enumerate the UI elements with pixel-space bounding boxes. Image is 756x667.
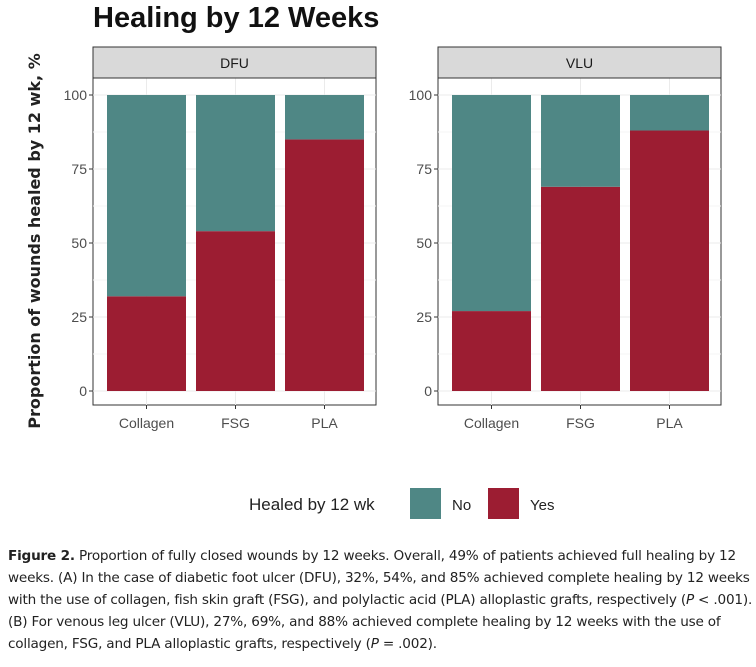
figure-caption: Figure 2. Proportion of fully closed wou… bbox=[8, 545, 753, 655]
y-tick-label: 0 bbox=[424, 383, 432, 399]
facet-label: DFU bbox=[220, 55, 249, 71]
bar-yes-collagen bbox=[452, 311, 531, 391]
bar-no-collagen bbox=[107, 95, 186, 297]
bar-no-collagen bbox=[452, 95, 531, 312]
legend-label: Yes bbox=[530, 497, 554, 514]
chart-title: Healing by 12 Weeks bbox=[93, 2, 380, 34]
caption-label: Figure 2. bbox=[8, 548, 75, 564]
y-tick-label: 100 bbox=[409, 87, 433, 103]
facet-strip bbox=[437, 46, 722, 79]
y-tick-label: 100 bbox=[64, 87, 88, 103]
facet-strip bbox=[92, 46, 377, 79]
y-tick-label: 25 bbox=[416, 309, 432, 325]
caption-segment: < .001). (B) For venous leg ulcer (VLU),… bbox=[8, 592, 753, 652]
bar-no-fsg bbox=[196, 95, 275, 232]
x-tick-label: Collagen bbox=[119, 415, 174, 431]
y-tick-label: 50 bbox=[416, 235, 432, 251]
bar-no-fsg bbox=[541, 95, 620, 187]
caption-segment: Proportion of fully closed wounds by 12 … bbox=[8, 548, 750, 608]
y-tick-label: 25 bbox=[71, 309, 87, 325]
bar-yes-collagen bbox=[107, 296, 186, 391]
y-axis-title: Proportion of wounds healed by 12 wk, % bbox=[25, 53, 44, 428]
y-tick-label: 75 bbox=[416, 161, 432, 177]
bar-yes-pla bbox=[285, 139, 364, 391]
x-tick-label: Collagen bbox=[464, 415, 519, 431]
x-tick-label: PLA bbox=[656, 415, 683, 431]
x-tick-label: FSG bbox=[566, 415, 595, 431]
y-tick-label: 50 bbox=[71, 235, 87, 251]
caption-segment: P bbox=[685, 592, 694, 608]
caption-segment: P bbox=[370, 636, 379, 652]
bar-yes-fsg bbox=[541, 186, 620, 391]
bar-yes-fsg bbox=[196, 231, 275, 391]
caption-segment: = .002). bbox=[378, 636, 437, 652]
y-tick-label: 75 bbox=[71, 161, 87, 177]
x-tick-label: PLA bbox=[311, 415, 338, 431]
bar-no-pla bbox=[285, 95, 364, 140]
legend-swatch-no bbox=[410, 488, 441, 519]
caption-text: Proportion of fully closed wounds by 12 … bbox=[8, 548, 752, 652]
bar-yes-pla bbox=[630, 130, 709, 391]
facet-label: VLU bbox=[566, 55, 593, 71]
legend-label: No bbox=[452, 497, 471, 514]
legend-swatch-yes bbox=[488, 488, 519, 519]
bar-no-pla bbox=[630, 95, 709, 131]
x-tick-label: FSG bbox=[221, 415, 250, 431]
chart: DFU Collagen FSG PLA 0 25 50 75 100 VLU Collagen FS… bbox=[25, 46, 722, 519]
y-tick-label: 0 bbox=[79, 383, 87, 399]
legend-title: Healed by 12 wk bbox=[249, 495, 375, 514]
